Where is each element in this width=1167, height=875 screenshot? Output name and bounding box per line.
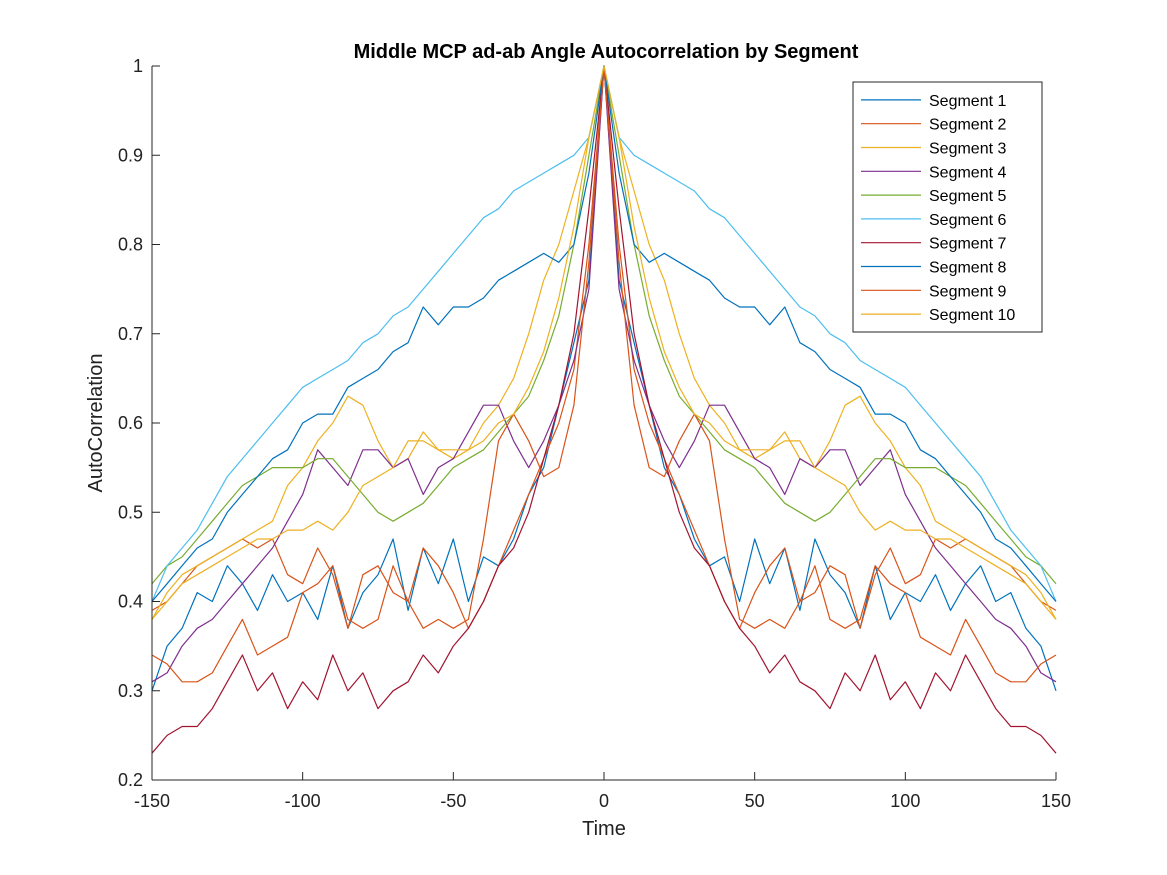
x-tick-label: -100 — [285, 791, 321, 811]
series-line-segment-10 — [151, 65, 1057, 620]
x-tick-label: 100 — [890, 791, 920, 811]
x-tick-label: -50 — [440, 791, 466, 811]
y-tick-label: 0.3 — [118, 681, 143, 701]
x-tick-label: 150 — [1041, 791, 1071, 811]
chart-title: Middle MCP ad-ab Angle Autocorrelation b… — [354, 41, 859, 63]
y-axis-label: AutoCorrelation — [85, 354, 107, 493]
x-tick-label: 50 — [745, 791, 765, 811]
x-axis-label: Time — [582, 818, 626, 840]
y-tick-label: 0.8 — [118, 235, 143, 255]
legend-label: Segment 3 — [929, 141, 1006, 158]
legend-label: Segment 1 — [929, 93, 1006, 110]
plot-area — [151, 65, 1057, 754]
legend-label: Segment 5 — [929, 188, 1006, 205]
x-tick-label: 0 — [599, 791, 609, 811]
y-tick-label: 0.7 — [118, 324, 143, 344]
legend-label: Segment 8 — [929, 260, 1006, 277]
legend-label: Segment 7 — [929, 236, 1006, 253]
legend-label: Segment 10 — [929, 307, 1015, 324]
y-tick-label: 0.4 — [118, 592, 143, 612]
legend-label: Segment 4 — [929, 164, 1006, 181]
legend-label: Segment 6 — [929, 212, 1006, 229]
y-tick-label: 1 — [133, 56, 143, 76]
y-tick-label: 0.9 — [118, 145, 143, 165]
legend-label: Segment 2 — [929, 117, 1006, 134]
y-tick-label: 0.5 — [118, 502, 143, 522]
legend: Segment 1 Segment 2 Segment 3 Segment 4 Segm… — [852, 81, 1043, 333]
axes: -150 -100 -50 0 50 100 150 0.2 0.3 0.4 0.5 0.6 0.7 0.… — [118, 56, 1071, 811]
y-tick-label: 0.6 — [118, 413, 143, 433]
x-tick-label: -150 — [134, 791, 170, 811]
legend-label: Segment 9 — [929, 283, 1006, 300]
y-tick-label: 0.2 — [118, 770, 143, 790]
